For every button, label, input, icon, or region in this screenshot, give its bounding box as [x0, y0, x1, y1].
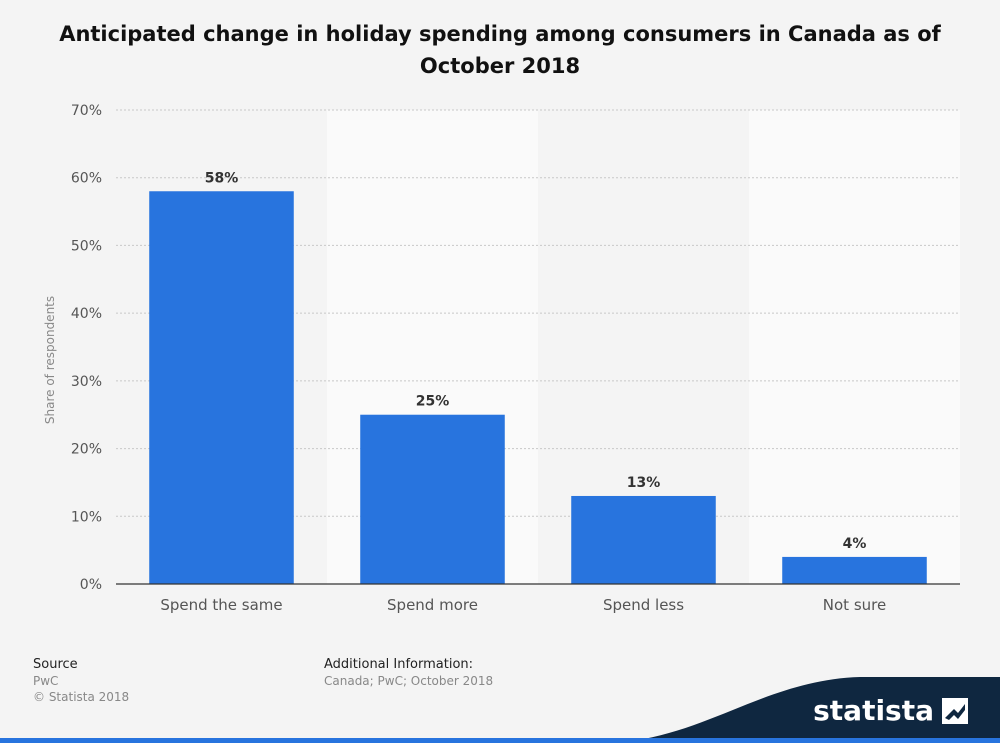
- bar[interactable]: [571, 495, 716, 584]
- bar[interactable]: [782, 556, 927, 584]
- y-tick-label: 0%: [80, 577, 102, 593]
- bar-chart: 0% 10% 20% 30% 40% 50% 60% 70% 58% 25% 13% 4% Spen…: [43, 103, 960, 614]
- statista-logo-icon: [942, 697, 968, 724]
- data-label: 13%: [627, 475, 661, 491]
- data-label: 58%: [205, 170, 239, 186]
- copyright: © Statista 2018: [33, 690, 130, 704]
- bars: [149, 191, 927, 584]
- additional-info-heading[interactable]: Additional Information:: [324, 657, 474, 672]
- category-band: [749, 110, 960, 584]
- data-label: 4%: [843, 536, 867, 552]
- source-name[interactable]: PwC: [33, 674, 59, 688]
- y-tick-label: 70%: [71, 103, 102, 119]
- source-heading: Source: [33, 657, 78, 672]
- x-tick-label: Spend more: [387, 596, 478, 614]
- bar[interactable]: [360, 414, 505, 584]
- x-tick-label: Not sure: [823, 596, 886, 614]
- data-label: 25%: [416, 394, 450, 410]
- logo-wordmark: statista: [813, 694, 934, 727]
- y-tick-label: 30%: [71, 374, 102, 390]
- chart-title: Anticipated change in holiday spending a…: [59, 22, 941, 78]
- x-tick-label: Spend the same: [160, 596, 282, 614]
- source-block: Source PwC © Statista 2018: [33, 657, 129, 705]
- y-tick-label: 50%: [71, 238, 102, 254]
- y-tick-label: 20%: [71, 442, 102, 458]
- x-axis-ticks: Spend the same Spend more Spend less Not su…: [160, 596, 886, 614]
- y-tick-label: 60%: [71, 171, 102, 187]
- additional-info-block: Additional Information: Canada; PwC; Oct…: [324, 657, 493, 689]
- statista-logo[interactable]: statista: [813, 694, 968, 727]
- brand-accent-stripe: [0, 738, 1000, 743]
- bar[interactable]: [149, 191, 294, 584]
- y-tick-label: 40%: [71, 306, 102, 322]
- y-axis-label: Share of respondents: [43, 296, 57, 424]
- value-labels: 58% 25% 13% 4%: [205, 170, 867, 552]
- additional-info-text: Canada; PwC; October 2018: [324, 674, 494, 688]
- y-axis-ticks: 0% 10% 20% 30% 40% 50% 60% 70%: [71, 103, 102, 593]
- y-tick-label: 10%: [71, 509, 102, 525]
- x-tick-label: Spend less: [603, 596, 684, 614]
